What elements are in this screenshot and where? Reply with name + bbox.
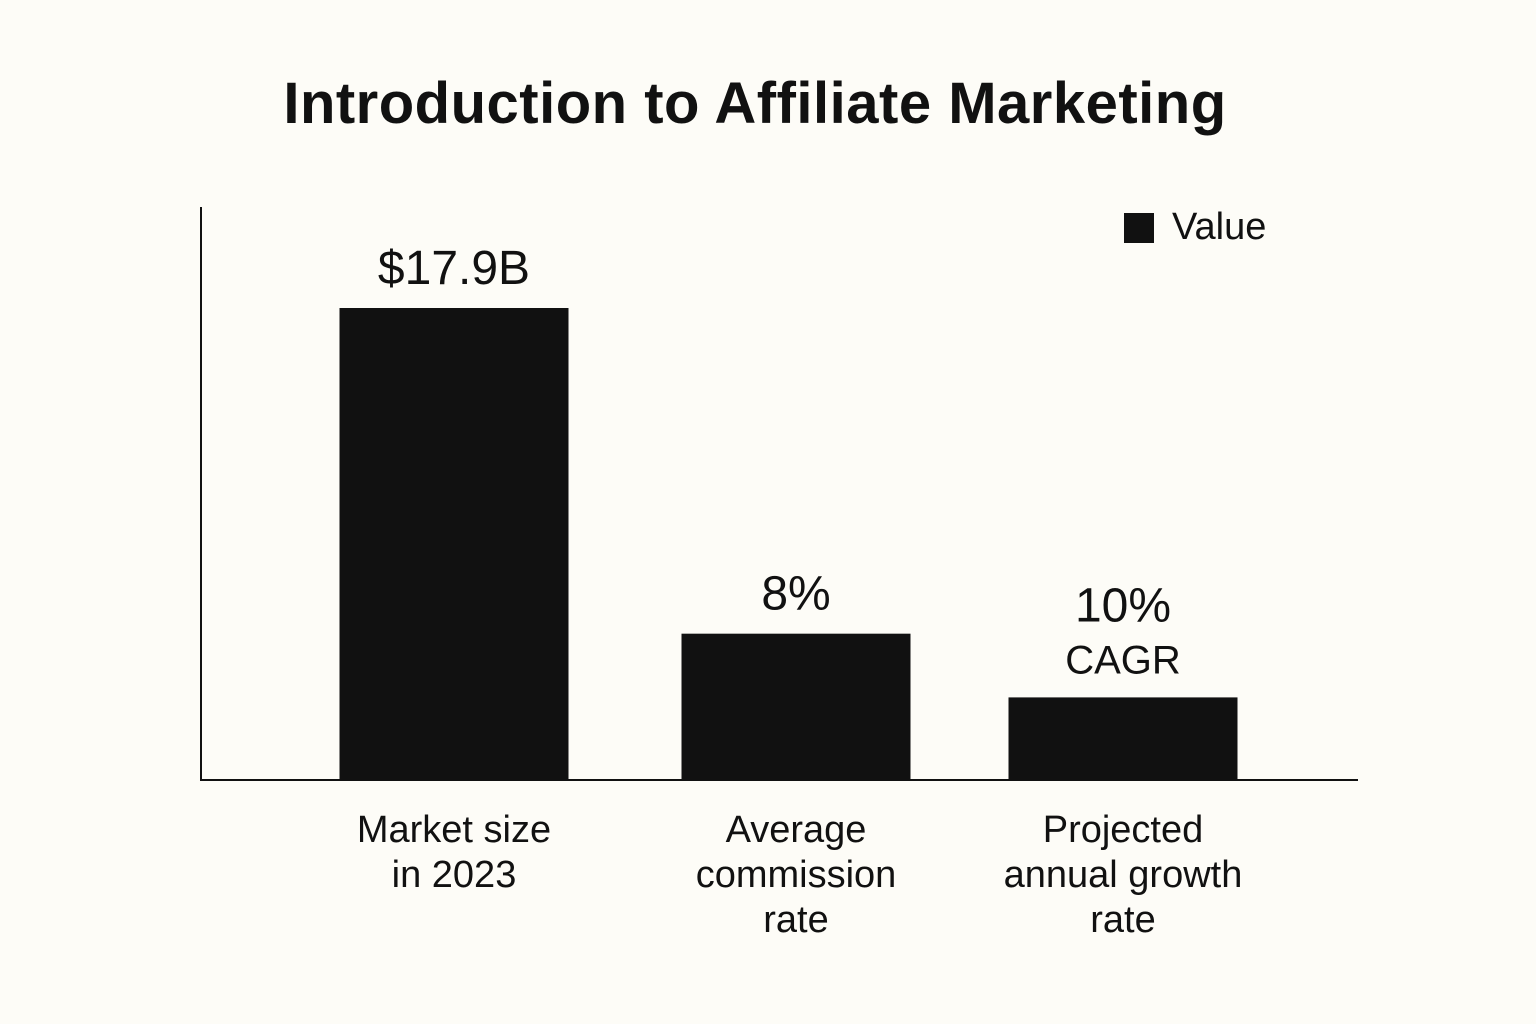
category-label-1-line-1: Market size <box>356 809 552 851</box>
data-label-1: $17.9B <box>378 242 530 295</box>
legend-label: Value <box>1172 206 1267 248</box>
bar-1 <box>339 308 569 780</box>
category-label-3-line-1: Projected <box>1042 809 1204 851</box>
legend: Value <box>1124 206 1266 249</box>
category-label-1: Market size in 2023 <box>304 808 604 898</box>
category-label-3: Projected annual growth rate <box>973 808 1273 943</box>
bar-2 <box>681 633 911 780</box>
category-label-2-line-2: commission <box>695 854 897 896</box>
category-label-3-line-3: rate <box>1090 899 1156 941</box>
data-label-3-line-2: CAGR <box>1065 638 1181 682</box>
chart-title: Introduction to Affiliate Marketing <box>283 71 1227 136</box>
legend-swatch <box>1124 212 1154 243</box>
category-label-2-line-1: Average <box>725 809 867 851</box>
category-label-2-line-3: rate <box>763 899 829 941</box>
category-label-2: Average commission rate <box>646 808 946 943</box>
data-label-3-line-1: 10% <box>1075 579 1171 632</box>
category-label-3-line-2: annual growth <box>1003 854 1243 896</box>
bar-3 <box>1008 697 1238 780</box>
category-label-1-line-2: in 2023 <box>391 854 517 896</box>
data-label-2: 8% <box>761 568 830 621</box>
